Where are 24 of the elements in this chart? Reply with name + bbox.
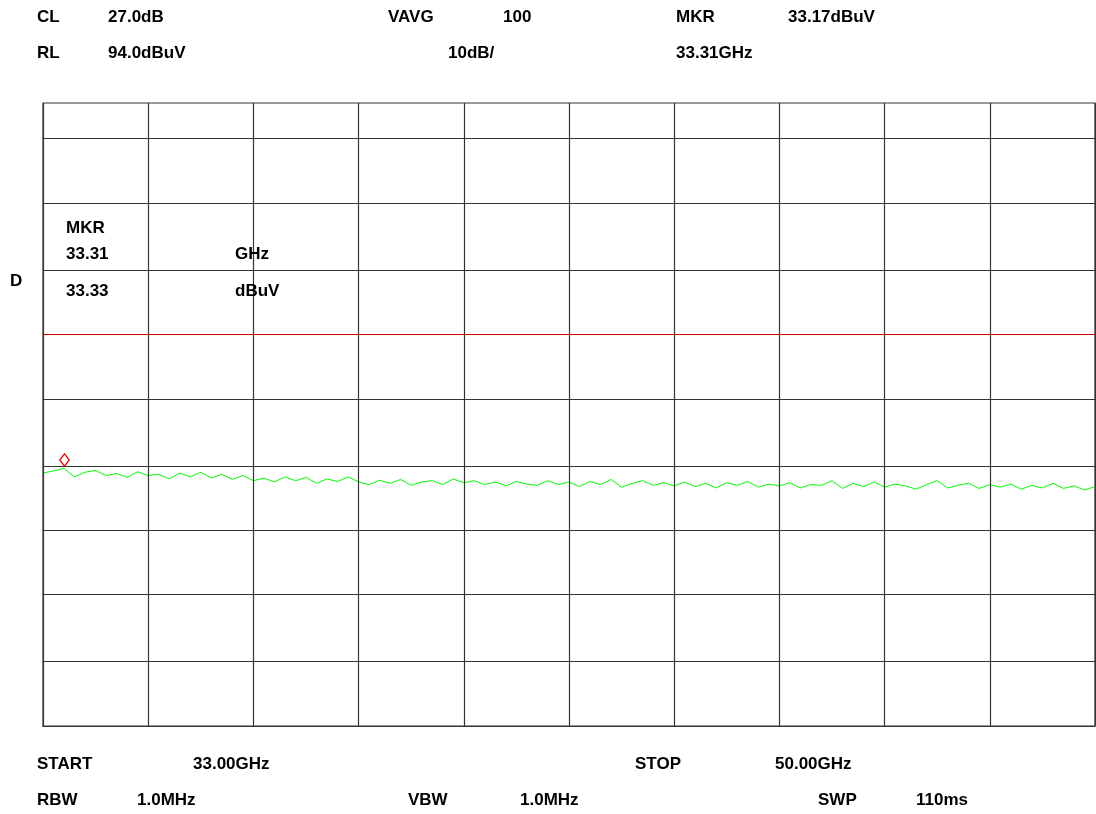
text: STOP	[635, 754, 681, 773]
text: 33.31GHz	[676, 43, 753, 62]
text: 50.00GHz	[775, 754, 852, 773]
text: 10dB/	[448, 43, 495, 62]
text: 33.31	[66, 244, 109, 263]
text: 27.0dB	[108, 7, 164, 26]
text: VAVG	[388, 7, 434, 26]
text: 94.0dBuV	[108, 43, 187, 62]
text: 33.33	[66, 281, 109, 300]
text: 33.00GHz	[193, 754, 270, 773]
text: 1.0MHz	[520, 790, 579, 809]
text: START	[37, 754, 94, 773]
text: MKR	[676, 7, 715, 26]
text: 110ms	[916, 790, 968, 809]
text: 33.17dBuV	[788, 7, 876, 26]
text: 1.0MHz	[137, 790, 196, 809]
text: RL	[37, 43, 60, 62]
text: VBW	[408, 790, 449, 809]
text: 100	[503, 7, 532, 26]
text: SWP	[818, 790, 857, 809]
text: CL	[37, 7, 60, 26]
text: RBW	[37, 790, 79, 809]
text: MKR	[66, 218, 105, 237]
text: D	[10, 271, 23, 290]
